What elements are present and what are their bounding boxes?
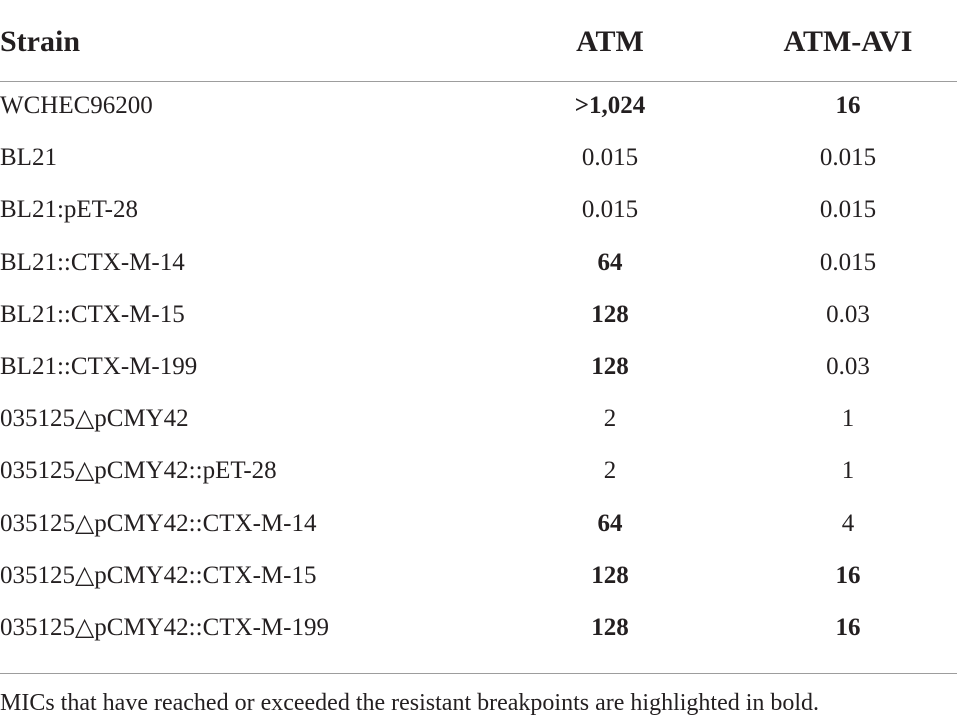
mic-cell: 64	[597, 509, 623, 537]
mic-cell: 64	[597, 248, 623, 276]
bottom-rule	[0, 673, 957, 674]
header-rule	[0, 81, 957, 82]
mic-cell: 0.015	[581, 196, 639, 224]
strain-cell: 035125△pCMY42::CTX-M-14	[0, 509, 317, 537]
mic-cell: 0.015	[819, 248, 877, 276]
strain-cell: BL21	[0, 144, 57, 172]
mic-cell: 16	[835, 92, 861, 119]
mic-cell: 1	[841, 457, 855, 485]
mic-cell: 2	[603, 457, 617, 485]
mic-cell: 128	[591, 561, 629, 589]
strain-cell: 035125△pCMY42	[0, 405, 189, 433]
mic-cell: 128	[591, 353, 629, 380]
strain-cell: 035125△pCMY42::CTX-M-199	[0, 614, 329, 641]
mic-cell: 16	[835, 614, 861, 641]
mic-cell: 1	[841, 405, 855, 433]
mic-cell: 128	[591, 614, 629, 641]
mic-cell: 0.03	[826, 300, 870, 328]
mic-cell: 0.015	[819, 196, 877, 224]
strain-cell: WCHEC96200	[0, 92, 153, 119]
mic-cell: >1,024	[574, 92, 646, 119]
mic-cell: 16	[835, 561, 861, 589]
strain-cell: BL21::CTX-M-15	[0, 300, 185, 328]
footnote: MICs that have reached or exceeded the r…	[0, 690, 820, 716]
mic-cell: 128	[591, 300, 629, 328]
strain-cell: 035125△pCMY42::pET-28	[0, 457, 277, 485]
strain-cell: BL21::CTX-M-14	[0, 248, 185, 276]
mic-cell: 4	[841, 509, 855, 537]
strain-cell: BL21:pET-28	[0, 196, 138, 224]
strain-cell: 035125△pCMY42::CTX-M-15	[0, 561, 317, 589]
mic-cell: 2	[603, 405, 617, 433]
mic-cell: 0.015	[581, 144, 639, 172]
strain-cell: BL21::CTX-M-199	[0, 353, 198, 380]
mic-cell: 0.03	[826, 353, 870, 380]
header-cell: ATM	[576, 25, 644, 58]
header-cell: Strain	[0, 25, 81, 58]
mic-cell: 0.015	[819, 144, 877, 172]
header-cell: ATM-AVI	[783, 25, 913, 58]
